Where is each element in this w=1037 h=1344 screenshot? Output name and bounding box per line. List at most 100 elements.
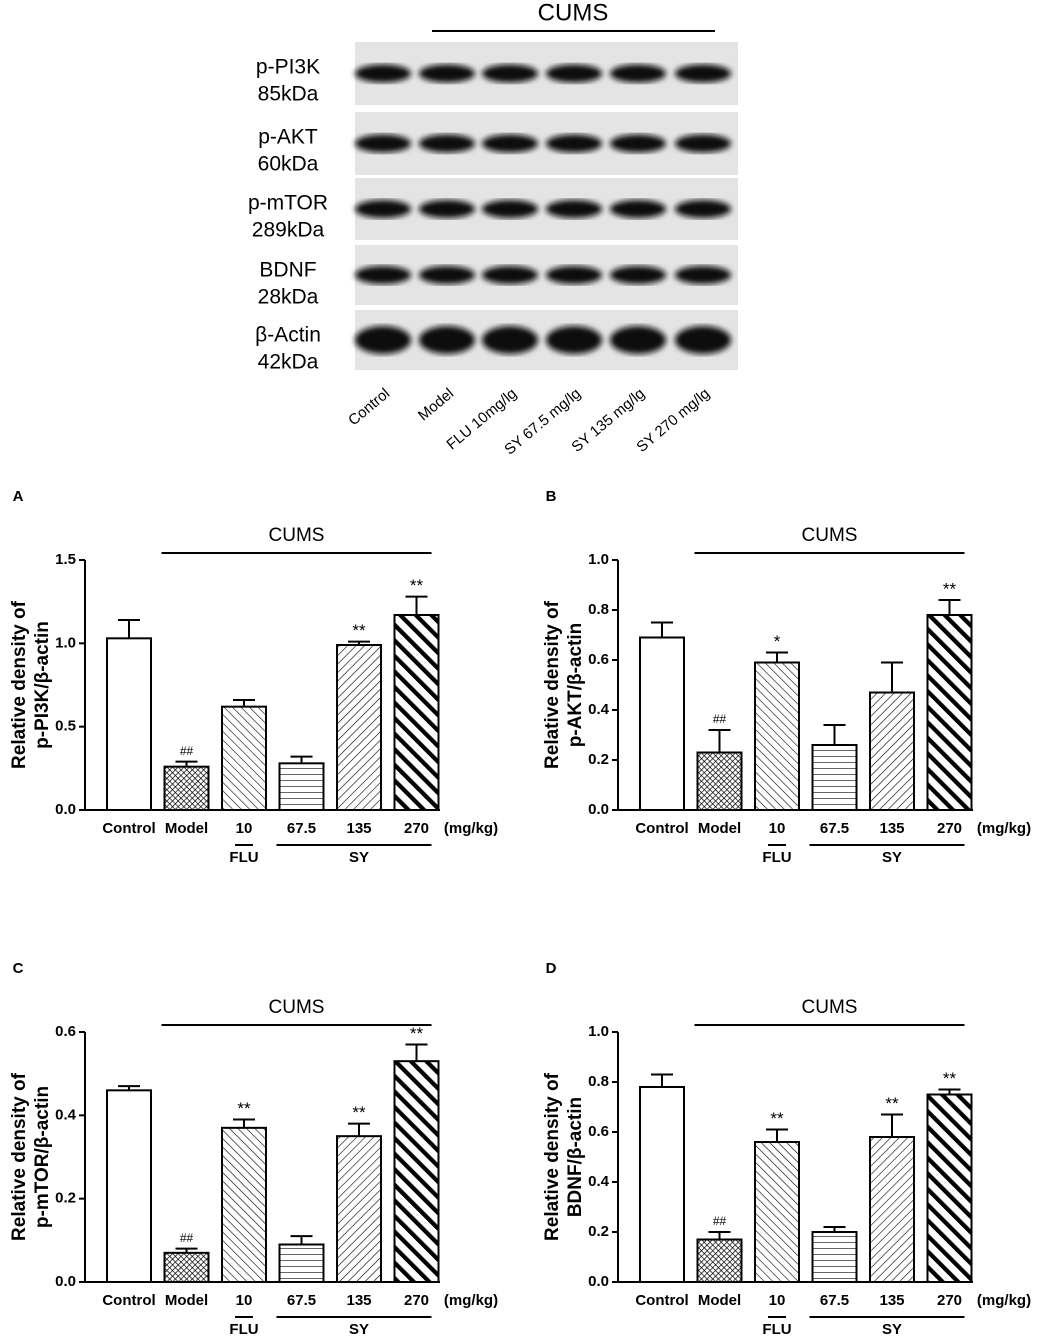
protein-size: 42kDa bbox=[258, 351, 319, 374]
x-tick-label: 270 bbox=[404, 820, 429, 837]
y-axis-label: Relative density of bbox=[542, 1072, 563, 1241]
group-label: FLU bbox=[229, 1321, 258, 1338]
bar bbox=[639, 636, 685, 811]
y-tick-label: 0.2 bbox=[55, 1190, 76, 1207]
bar bbox=[163, 765, 210, 812]
x-tick-label: 67.5 bbox=[287, 1292, 316, 1309]
group-label: SY bbox=[349, 1321, 369, 1338]
y-tick-label: 0.4 bbox=[588, 1173, 610, 1190]
protein-name: p-PI3K bbox=[256, 56, 320, 79]
y-tick-label: 0.0 bbox=[588, 1273, 609, 1290]
significance-label: ## bbox=[180, 744, 194, 758]
blot-band bbox=[546, 64, 602, 83]
group-label: FLU bbox=[229, 849, 258, 866]
lane-label: Control bbox=[345, 385, 393, 429]
x-tick-label: Control bbox=[102, 1292, 155, 1309]
bar bbox=[926, 614, 973, 811]
blot-band bbox=[675, 326, 731, 354]
significance-label: ** bbox=[410, 1024, 424, 1043]
x-tick-label: 67.5 bbox=[287, 820, 316, 837]
protein-name: β-Actin bbox=[255, 324, 321, 347]
x-tick-label: 10 bbox=[769, 820, 786, 837]
unit-label: (mg/kg) bbox=[977, 820, 1031, 837]
significance-label: ## bbox=[180, 1231, 194, 1245]
blot-band bbox=[355, 134, 411, 153]
y-tick-label: 0.0 bbox=[588, 801, 609, 818]
blot-band bbox=[610, 64, 666, 83]
blot-band bbox=[610, 134, 666, 153]
y-tick-label: 0.5 bbox=[55, 718, 76, 735]
bar bbox=[811, 1231, 858, 1283]
bar bbox=[393, 614, 440, 811]
unit-label: (mg/kg) bbox=[977, 1292, 1031, 1309]
bar bbox=[696, 1238, 743, 1283]
x-tick-label: 67.5 bbox=[820, 820, 849, 837]
group-label: SY bbox=[349, 849, 369, 866]
bar bbox=[278, 1243, 325, 1283]
blot-band bbox=[419, 266, 475, 284]
y-tick-label: 0.4 bbox=[55, 1106, 77, 1123]
bar bbox=[754, 1141, 800, 1283]
y-axis-label: BDNF/β-actin bbox=[565, 1097, 586, 1217]
blot-band bbox=[610, 200, 666, 218]
x-tick-label: Model bbox=[698, 1292, 741, 1309]
x-tick-label: 270 bbox=[404, 1292, 429, 1309]
x-tick-label: 10 bbox=[236, 1292, 253, 1309]
panel-label: A bbox=[13, 488, 24, 505]
y-axis-label: p-mTOR/β-actin bbox=[32, 1086, 53, 1228]
blot-band bbox=[419, 326, 475, 354]
protein-size: 85kDa bbox=[258, 83, 319, 106]
y-tick-label: 0.2 bbox=[588, 1223, 609, 1240]
significance-label: ** bbox=[943, 579, 957, 598]
y-tick-label: 0.6 bbox=[588, 651, 609, 668]
blot-band bbox=[482, 200, 538, 218]
protein-name: BDNF bbox=[259, 259, 316, 282]
y-tick-label: 0.0 bbox=[55, 801, 76, 818]
x-tick-label: Model bbox=[165, 820, 208, 837]
blot-band bbox=[610, 266, 666, 284]
unit-label: (mg/kg) bbox=[444, 820, 498, 837]
significance-label: ** bbox=[770, 1109, 784, 1128]
x-tick-label: Model bbox=[165, 1292, 208, 1309]
protein-size: 60kDa bbox=[258, 153, 319, 176]
unit-label: (mg/kg) bbox=[444, 1292, 498, 1309]
panel-label: D bbox=[546, 960, 557, 977]
blot-band bbox=[355, 200, 411, 218]
significance-label: ** bbox=[352, 1103, 366, 1122]
panel-label: B bbox=[546, 488, 557, 505]
bar bbox=[106, 1089, 152, 1284]
x-tick-label: 135 bbox=[346, 1292, 371, 1309]
x-tick-label: Model bbox=[698, 820, 741, 837]
y-axis-label: Relative density of bbox=[542, 600, 563, 769]
y-tick-label: 0.2 bbox=[588, 751, 609, 768]
protein-name: p-AKT bbox=[258, 126, 318, 149]
blot-title: CUMS bbox=[538, 0, 609, 26]
y-tick-label: 1.0 bbox=[55, 634, 76, 651]
bar bbox=[163, 1251, 210, 1284]
blot-band bbox=[546, 200, 602, 218]
blot-band bbox=[482, 64, 538, 83]
bar bbox=[106, 637, 152, 811]
protein-size: 289kDa bbox=[252, 219, 325, 242]
significance-label: ** bbox=[943, 1069, 957, 1088]
bar bbox=[869, 691, 915, 811]
x-tick-label: 270 bbox=[937, 820, 962, 837]
x-tick-label: 270 bbox=[937, 1292, 962, 1309]
y-tick-label: 0.8 bbox=[588, 601, 609, 618]
blot-band bbox=[355, 64, 411, 83]
y-tick-label: 1.0 bbox=[588, 551, 609, 568]
bar bbox=[754, 661, 800, 811]
blot-band bbox=[355, 266, 411, 284]
blot-band bbox=[482, 326, 538, 354]
significance-label: ## bbox=[713, 712, 727, 726]
protein-size: 28kDa bbox=[258, 286, 319, 309]
y-tick-label: 0.8 bbox=[588, 1073, 609, 1090]
bar bbox=[278, 762, 325, 811]
bar bbox=[926, 1093, 973, 1283]
x-tick-label: 10 bbox=[769, 1292, 786, 1309]
x-tick-label: 135 bbox=[879, 1292, 904, 1309]
blot-band bbox=[546, 266, 602, 284]
x-tick-label: 135 bbox=[346, 820, 371, 837]
significance-label: ** bbox=[410, 576, 424, 595]
y-tick-label: 0.6 bbox=[588, 1123, 609, 1140]
